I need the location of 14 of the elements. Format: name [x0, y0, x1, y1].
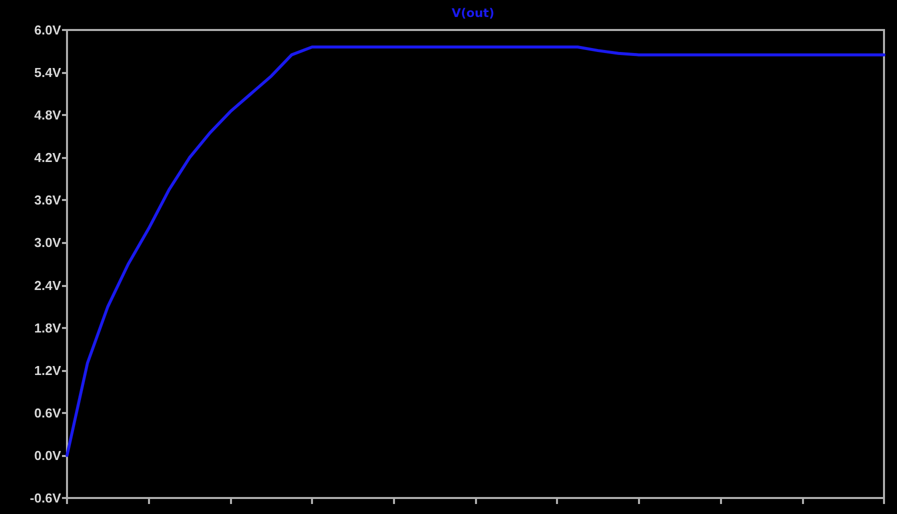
line-series — [66, 46, 886, 457]
y-tick-label: 3.0V — [34, 235, 62, 250]
y-tick-label: 0.0V — [34, 448, 62, 463]
y-tick-label: 3.6V — [34, 192, 62, 208]
y-tick-label: 4.2V — [34, 150, 62, 166]
y-tick-label: 6.0V — [34, 22, 62, 38]
y-tick-label: -0.6V — [30, 490, 62, 506]
chart-title: V(out) — [452, 6, 494, 20]
y-tick-label: 4.8V — [34, 108, 62, 123]
y-tick-label: 1.2V — [34, 362, 62, 378]
y-tick-label: 1.8V — [34, 320, 62, 336]
y-tick-label: 5.4V — [34, 65, 62, 80]
y-tick-label: 2.4V — [34, 278, 62, 293]
y-tick-label: 0.6V — [34, 405, 62, 420]
